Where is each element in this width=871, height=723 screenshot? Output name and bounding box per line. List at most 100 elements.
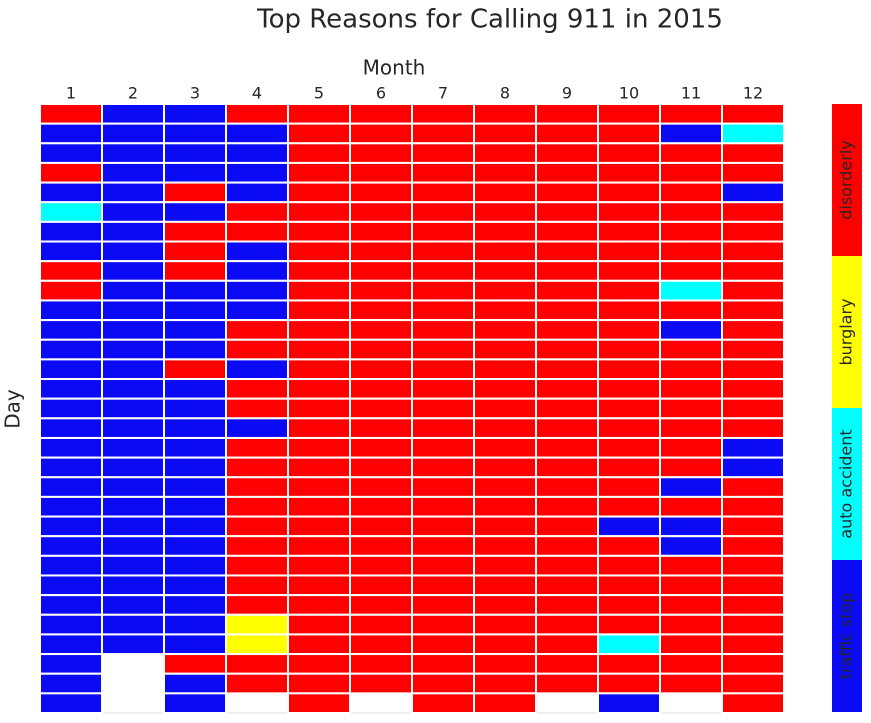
heatmap-cell bbox=[411, 594, 475, 616]
heatmap-cell bbox=[163, 142, 227, 164]
heatmap-cell bbox=[659, 456, 723, 479]
heatmap-cell bbox=[225, 456, 289, 479]
heatmap-cell bbox=[535, 476, 599, 498]
heatmap-cell bbox=[659, 417, 723, 439]
heatmap-cell bbox=[101, 279, 165, 302]
heatmap-cell bbox=[411, 495, 475, 518]
heatmap-cell bbox=[721, 260, 785, 282]
heatmap-cell bbox=[39, 161, 103, 184]
heatmap-cell bbox=[535, 633, 599, 656]
heatmap-cell bbox=[163, 103, 227, 125]
heatmap-cell bbox=[163, 495, 227, 518]
heatmap-cell bbox=[721, 436, 785, 459]
heatmap-cell bbox=[659, 220, 723, 243]
heatmap-cell bbox=[287, 672, 351, 695]
heatmap-cell bbox=[101, 358, 165, 381]
heatmap-cell bbox=[473, 554, 537, 577]
colorbar-label: burglary bbox=[837, 298, 856, 365]
heatmap-cell bbox=[473, 417, 537, 439]
heatmap-cell bbox=[473, 515, 537, 538]
heatmap-cell bbox=[163, 279, 227, 302]
heatmap-cell bbox=[411, 417, 475, 439]
heatmap-cell bbox=[349, 299, 413, 322]
heatmap-cell bbox=[535, 181, 599, 204]
heatmap-cell bbox=[473, 260, 537, 282]
heatmap-cell bbox=[39, 378, 103, 400]
heatmap-cell bbox=[535, 338, 599, 361]
heatmap-cell bbox=[163, 338, 227, 361]
heatmap-cell bbox=[721, 594, 785, 616]
heatmap-cell bbox=[163, 417, 227, 439]
heatmap-cell bbox=[101, 201, 165, 223]
heatmap-cell bbox=[659, 495, 723, 518]
colorbar-label: disorderly bbox=[837, 140, 856, 220]
heatmap-cell bbox=[597, 142, 661, 164]
heatmap-cell bbox=[287, 220, 351, 243]
heatmap-cell bbox=[721, 220, 785, 243]
heatmap-cell bbox=[659, 554, 723, 577]
heatmap-cell bbox=[163, 436, 227, 459]
heatmap-cell bbox=[473, 142, 537, 164]
heatmap-cell bbox=[163, 456, 227, 479]
heatmap-cell bbox=[163, 633, 227, 656]
heatmap-cell bbox=[535, 554, 599, 577]
heatmap-cell bbox=[721, 338, 785, 361]
heatmap-cell bbox=[473, 495, 537, 518]
heatmap-cell bbox=[659, 279, 723, 302]
heatmap-cell bbox=[597, 436, 661, 459]
x-tick-label: 4 bbox=[252, 84, 262, 103]
heatmap-cell bbox=[659, 653, 723, 675]
heatmap-cell bbox=[225, 653, 289, 675]
heatmap-cell bbox=[39, 240, 103, 263]
heatmap-cell bbox=[287, 554, 351, 577]
heatmap-cell bbox=[287, 279, 351, 302]
heatmap-cell bbox=[721, 456, 785, 479]
heatmap-cell bbox=[411, 220, 475, 243]
heatmap-cell bbox=[659, 201, 723, 223]
heatmap-cell bbox=[287, 201, 351, 223]
heatmap-cell bbox=[597, 653, 661, 675]
heatmap-cell bbox=[163, 299, 227, 322]
heatmap-cell bbox=[721, 653, 785, 675]
heatmap-cell bbox=[287, 574, 351, 597]
heatmap-cell bbox=[225, 476, 289, 498]
heatmap-cell bbox=[39, 456, 103, 479]
heatmap-cell bbox=[721, 201, 785, 223]
colorbar-segment bbox=[832, 256, 862, 408]
heatmap-cell bbox=[535, 535, 599, 557]
heatmap-cell bbox=[163, 672, 227, 695]
heatmap-cell bbox=[39, 279, 103, 302]
x-tick-label: 2 bbox=[128, 84, 138, 103]
heatmap-cell bbox=[597, 476, 661, 498]
heatmap-cell bbox=[101, 122, 165, 145]
heatmap-cell bbox=[225, 260, 289, 282]
heatmap-cell bbox=[659, 181, 723, 204]
heatmap-cell bbox=[473, 279, 537, 302]
heatmap-cell bbox=[349, 397, 413, 420]
heatmap-cell bbox=[597, 201, 661, 223]
heatmap-cell bbox=[101, 554, 165, 577]
heatmap-cell bbox=[225, 103, 289, 125]
heatmap-cell bbox=[411, 535, 475, 557]
heatmap-cell bbox=[101, 515, 165, 538]
heatmap-cell bbox=[225, 240, 289, 263]
heatmap-cell bbox=[287, 495, 351, 518]
heatmap-cell bbox=[411, 201, 475, 223]
heatmap-cell bbox=[225, 181, 289, 204]
y-axis-label: Day bbox=[1, 389, 25, 429]
colorbar-label: auto accident bbox=[837, 429, 856, 538]
heatmap-cell bbox=[597, 220, 661, 243]
heatmap-cell bbox=[411, 574, 475, 597]
heatmap-cell bbox=[101, 613, 165, 636]
heatmap-cell bbox=[39, 436, 103, 459]
heatmap-cell bbox=[287, 299, 351, 322]
heatmap-cell bbox=[225, 378, 289, 400]
heatmap-cell bbox=[411, 476, 475, 498]
heatmap-cell bbox=[101, 574, 165, 597]
heatmap-cell bbox=[721, 417, 785, 439]
heatmap-cell bbox=[225, 319, 289, 341]
heatmap-cell bbox=[163, 378, 227, 400]
heatmap-cell bbox=[39, 142, 103, 164]
heatmap-cell bbox=[597, 338, 661, 361]
heatmap-cell bbox=[473, 161, 537, 184]
